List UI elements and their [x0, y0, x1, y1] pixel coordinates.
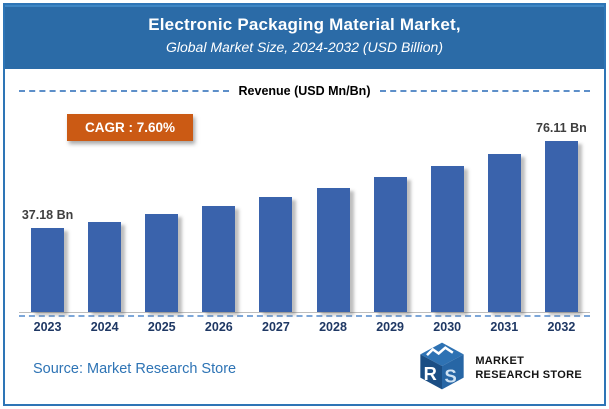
bar-column-2028 — [304, 101, 361, 312]
value-label-2032: 76.11 Bn — [536, 121, 587, 135]
bar-2030 — [430, 166, 464, 312]
x-axis-labels: 2023 2024 2025 2026 2027 2028 2029 2030 2031 2032 — [19, 320, 590, 334]
logo-cube-icon: R S — [417, 341, 467, 396]
svg-text:S: S — [445, 366, 457, 387]
brand-logo: R S MARKET RESEARCH STORE — [417, 341, 582, 396]
value-label-2023: 37.18 Bn — [21, 208, 74, 222]
x-tick-2023: 2023 — [33, 320, 62, 334]
logo-text-line2: RESEARCH STORE — [475, 368, 582, 381]
bar-2025 — [145, 214, 179, 312]
dashed-rule-left — [19, 90, 229, 92]
bar-2024 — [88, 222, 122, 312]
bar-column-2031 — [476, 101, 533, 312]
bar-2028 — [316, 188, 350, 312]
bar-2023 — [31, 228, 65, 312]
bar-column-2030 — [419, 101, 476, 312]
bar-2029 — [373, 177, 407, 312]
x-tick-2027: 2027 — [262, 320, 290, 334]
chart-title: Electronic Packaging Material Market, — [148, 15, 461, 34]
dashed-rule-right — [380, 90, 591, 92]
chart-area: Revenue (USD Mn/Bn) CAGR : 7.60% 37.18 B… — [5, 69, 604, 339]
bar-column-2032: 76.11 Bn — [533, 101, 590, 312]
bar-2027 — [259, 197, 293, 312]
bar-column-2029 — [362, 101, 419, 312]
infographic-frame: Electronic Packaging Material Market, Gl… — [3, 3, 606, 406]
bar-column-2025 — [133, 101, 190, 312]
x-tick-2026: 2026 — [204, 320, 233, 334]
x-tick-2029: 2029 — [376, 320, 405, 334]
bar-2026 — [202, 206, 236, 312]
bar-column-2026 — [190, 101, 247, 312]
x-tick-2031: 2031 — [490, 320, 519, 334]
bar-2031 — [487, 154, 521, 312]
x-tick-2028: 2028 — [319, 320, 347, 334]
axis-baseline-dashed — [19, 315, 590, 317]
svg-text:R: R — [424, 363, 437, 384]
source-text: Source: Market Research Store — [33, 360, 237, 377]
chart-header: Electronic Packaging Material Market, Gl… — [5, 5, 604, 69]
chart-subtitle: Global Market Size, 2024-2032 (USD Billi… — [165, 39, 443, 55]
axis-title-row: Revenue (USD Mn/Bn) — [19, 83, 591, 99]
footer: Source: Market Research Store R S MARKET… — [5, 339, 604, 404]
bar-2032 — [544, 141, 578, 312]
logo-text: MARKET RESEARCH STORE — [475, 355, 582, 381]
bar-column-2024 — [76, 101, 133, 312]
axis-title: Revenue (USD Mn/Bn) — [238, 84, 371, 98]
bar-plot: 37.18 Bn 76.11 Bn — [19, 101, 590, 313]
bar-column-2023: 37.18 Bn — [19, 101, 76, 312]
bar-column-2027 — [247, 101, 304, 312]
x-tick-2030: 2030 — [433, 320, 462, 334]
x-tick-2024: 2024 — [90, 320, 119, 334]
logo-text-line1: MARKET — [475, 355, 525, 368]
x-tick-2025: 2025 — [147, 320, 176, 334]
x-tick-2032: 2032 — [547, 320, 576, 334]
cagr-badge: CAGR : 7.60% — [67, 114, 194, 141]
